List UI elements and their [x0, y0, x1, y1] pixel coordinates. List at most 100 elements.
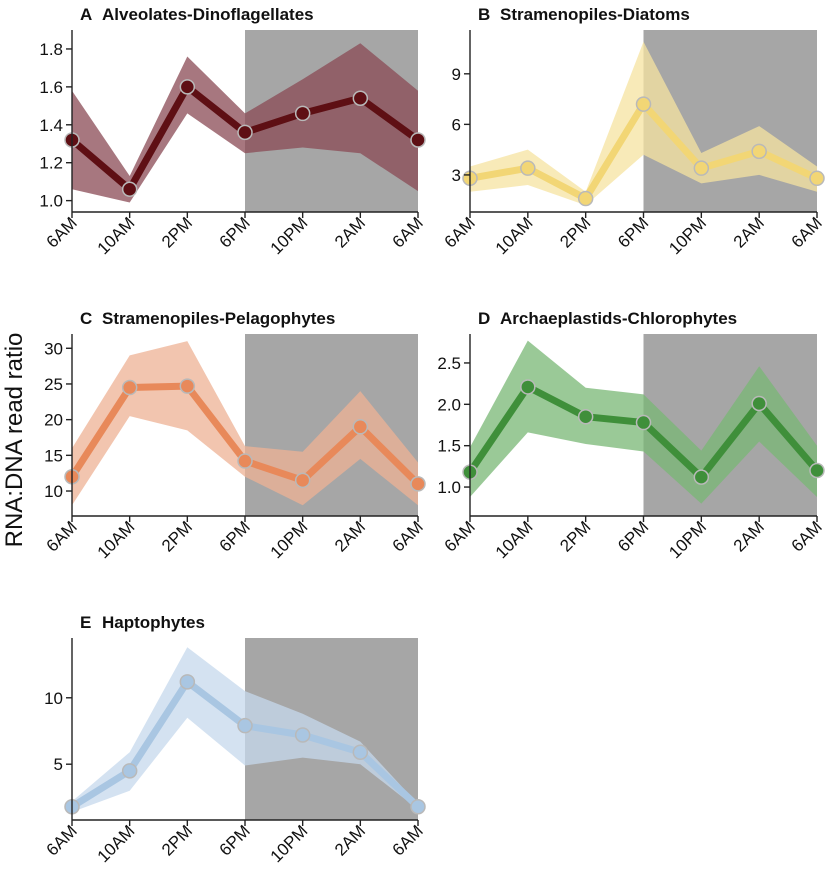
data-point: [410, 476, 426, 492]
panel-title: Stramenopiles-Diatoms: [500, 5, 690, 24]
panel-d: 1.0 1.5 2.0 2.5 6AM 10AM 2PM 6PM 10PM 2AM 6AM D Arch…: [437, 309, 825, 562]
x-tick-label: 6PM: [216, 821, 254, 859]
panel-e: 5 10 6AM 10AM 2PM 6PM 10PM 2AM 6AM E Haptophytes: [43, 613, 427, 866]
data-point: [809, 462, 825, 479]
confidence-band: [72, 43, 418, 203]
data-point: [352, 419, 369, 435]
data-point: [635, 96, 652, 112]
panel-c: 10 15 20 25 30 6AM 10AM 2PM 6PM 10PM 2AM 6AM C Strame…: [43, 309, 427, 562]
panel-letter: B: [478, 5, 490, 24]
x-tick-label: 6AM: [43, 517, 81, 555]
y-tick-label: 1.6: [39, 78, 63, 97]
data-point: [179, 79, 196, 95]
panel-title: Alveolates-Dinoflagellates: [102, 5, 314, 24]
x-tick-label: 6AM: [43, 821, 81, 859]
x-tick-label: 2AM: [331, 821, 369, 859]
x-tick-label: 2PM: [158, 517, 196, 555]
y-tick-label: 10: [44, 482, 63, 501]
x-tick-label: 2PM: [158, 213, 196, 251]
x-tick-label: 6PM: [216, 517, 254, 555]
y-tick-label: 20: [44, 411, 63, 430]
shared-y-axis-label: RNA:DNA read ratio: [1, 333, 28, 548]
x-tick-label: 6PM: [216, 213, 254, 251]
x-tick-label: 6AM: [788, 213, 826, 251]
y-tick-label: 1.2: [39, 154, 63, 173]
panel-title: Archaeplastids-Chlorophytes: [500, 309, 737, 328]
y-tick-label: 1.5: [437, 437, 461, 456]
y-tick-label: 25: [44, 375, 63, 394]
x-tick-label: 2AM: [730, 213, 768, 251]
x-tick-label: 2AM: [331, 213, 369, 251]
panel-title: Stramenopiles-Pelagophytes: [102, 309, 335, 328]
x-tick-label: 6AM: [389, 821, 427, 859]
y-tick-label: 1.4: [39, 116, 63, 135]
data-point: [179, 674, 196, 690]
x-tick-label: 2PM: [158, 821, 196, 859]
data-point: [294, 105, 311, 122]
y-tick-label: 1.0: [39, 192, 63, 211]
data-point: [237, 717, 253, 734]
x-tick-label: 6PM: [614, 517, 652, 555]
y-tick-label: 9: [452, 65, 461, 84]
y-tick-label: 1.0: [437, 478, 461, 497]
y-tick-label: 3: [452, 166, 461, 185]
panel-letter: E: [80, 613, 91, 632]
data-point: [520, 160, 536, 176]
y-tick-label: 15: [44, 446, 63, 465]
x-tick-label: 10AM: [94, 517, 139, 562]
x-tick-label: 6AM: [389, 213, 427, 251]
y-tick-label: 2.0: [437, 395, 461, 414]
panel-b: 3 6 9 6AM 10AM 2PM 6PM 10PM 2AM 6AM B Stramenopiles…: [441, 5, 826, 258]
y-tick-label: 30: [44, 339, 63, 358]
data-point: [410, 798, 426, 815]
data-point: [693, 160, 710, 176]
panel-a: 1.0 1.2 1.4 1.6 1.8 6AM 10AM 2PM 6PM 10PM 2AM 6AM A A…: [39, 5, 426, 258]
x-tick-label: 6AM: [43, 213, 81, 251]
x-tick-label: 10PM: [267, 821, 312, 866]
x-tick-label: 6PM: [614, 213, 652, 251]
x-tick-label: 10PM: [267, 213, 312, 258]
y-tick-label: 1.8: [39, 40, 63, 59]
x-tick-label: 10AM: [94, 213, 139, 258]
x-tick-label: 2PM: [556, 517, 594, 555]
data-point: [520, 379, 536, 395]
x-tick-label: 6AM: [441, 517, 479, 555]
x-tick-label: 6AM: [441, 213, 479, 251]
x-tick-label: 10AM: [492, 517, 537, 562]
confidence-band: [72, 341, 418, 506]
data-point: [179, 378, 196, 394]
data-point: [577, 408, 594, 425]
x-tick-label: 10PM: [267, 517, 312, 562]
data-point: [410, 132, 426, 148]
data-point: [577, 190, 594, 207]
confidence-band: [470, 41, 817, 206]
data-point: [121, 763, 138, 779]
x-tick-label: 2AM: [331, 517, 369, 555]
y-tick-label: 2.5: [437, 354, 461, 373]
x-tick-label: 2AM: [730, 517, 768, 555]
x-tick-label: 6AM: [389, 517, 427, 555]
data-point: [751, 143, 767, 160]
x-tick-label: 10AM: [94, 821, 139, 866]
y-tick-label: 6: [452, 115, 461, 134]
data-point: [635, 414, 652, 431]
data-point: [352, 90, 369, 106]
panel-letter: C: [80, 309, 92, 328]
data-point: [237, 453, 253, 469]
x-tick-label: 2PM: [556, 213, 594, 251]
data-point: [121, 379, 138, 396]
data-point: [693, 469, 710, 485]
x-tick-label: 10AM: [492, 213, 537, 258]
panel-letter: D: [478, 309, 490, 328]
x-tick-label: 10PM: [665, 517, 710, 562]
panel-title: Haptophytes: [102, 613, 205, 632]
data-point: [294, 472, 311, 489]
y-tick-label: 10: [44, 689, 63, 708]
y-tick-label: 5: [54, 755, 63, 774]
data-point: [751, 395, 767, 412]
x-tick-label: 10PM: [665, 213, 710, 258]
data-point: [294, 727, 311, 743]
panel-letter: A: [80, 5, 92, 24]
